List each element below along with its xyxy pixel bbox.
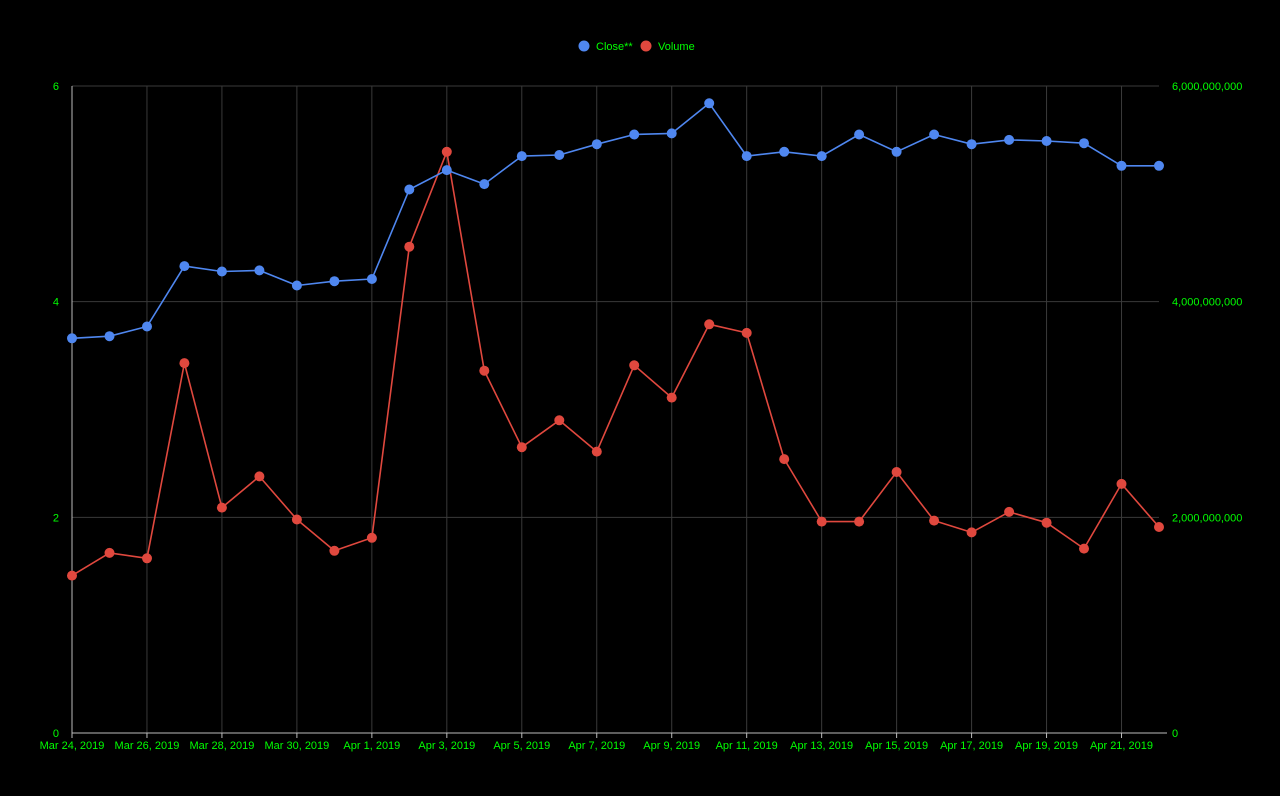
close-data-point <box>1116 160 1127 171</box>
close-data-point <box>704 98 715 109</box>
close-data-point <box>1154 160 1164 171</box>
x-tick-label: Apr 3, 2019 <box>418 740 475 752</box>
volume-data-point <box>479 365 490 376</box>
y-left-tick-label: 6 <box>53 81 59 93</box>
volume-data-point <box>854 516 865 527</box>
volume-data-point <box>329 545 340 556</box>
close-data-point <box>854 129 865 140</box>
volume-data-point <box>929 515 940 526</box>
volume-data-point <box>1004 506 1015 517</box>
series <box>67 98 1164 581</box>
close-data-point <box>554 150 565 160</box>
axes: 0 2 4 6 0 2,000,000,000 4,000,000,000 6,000,000… <box>40 81 1243 752</box>
close-data-point <box>179 261 190 272</box>
close-data-point <box>254 265 265 276</box>
close-data-point <box>404 184 415 195</box>
legend-marker-close <box>578 40 590 52</box>
volume-data-point <box>741 327 752 338</box>
close-data-point <box>741 151 752 162</box>
volume-data-point <box>891 467 902 477</box>
volume-data-point <box>704 319 715 330</box>
y-right-tick-label: 0 <box>1172 728 1178 740</box>
volume-data-point <box>1041 517 1052 528</box>
x-tick-label: Apr 7, 2019 <box>568 740 625 752</box>
y-right-tick-label: 4,000,000,000 <box>1172 297 1242 309</box>
close-data-point <box>366 274 377 284</box>
x-tick-label: Apr 5, 2019 <box>493 740 550 752</box>
legend: Close** Volume <box>578 40 695 53</box>
close-data-point <box>441 165 452 176</box>
close-data-point <box>591 139 602 150</box>
volume-data-point <box>104 547 115 558</box>
legend-marker-volume <box>640 40 652 52</box>
close-data-point <box>891 146 902 157</box>
volume-series-line <box>71 151 1160 577</box>
x-tick-label: Apr 9, 2019 <box>643 740 700 752</box>
close-data-point <box>329 276 340 287</box>
close-data-point <box>291 280 302 291</box>
close-data-point <box>629 129 640 140</box>
x-tick-label: Apr 13, 2019 <box>790 740 853 752</box>
legend-label-volume: Volume <box>658 41 695 53</box>
x-tick-label: Mar 28, 2019 <box>190 740 255 752</box>
close-data-point <box>929 129 940 140</box>
volume-data-point <box>291 514 302 525</box>
close-data-point <box>1079 138 1089 149</box>
close-data-point <box>516 151 527 162</box>
volume-data-point <box>1079 543 1089 554</box>
x-tick-label: Apr 21, 2019 <box>1090 740 1153 752</box>
volume-data-point <box>516 442 527 453</box>
close-data-point <box>966 139 977 150</box>
volume-data-point <box>142 553 152 564</box>
close-data-point <box>816 151 827 162</box>
x-tick-label: Apr 11, 2019 <box>716 740 778 752</box>
x-tick-label: Apr 17, 2019 <box>940 740 1003 752</box>
volume-data-point <box>816 516 827 527</box>
close-data-point <box>1041 136 1052 146</box>
x-tick-label: Mar 26, 2019 <box>115 740 180 752</box>
close-data-point <box>1004 134 1015 145</box>
x-tick-label: Apr 15, 2019 <box>865 740 928 752</box>
close-data-point <box>104 331 115 342</box>
volume-data-point <box>216 502 227 513</box>
close-series-line <box>71 102 1159 340</box>
x-tick-label: Apr 1, 2019 <box>343 740 400 752</box>
y-left-tick-label: 2 <box>53 512 59 524</box>
legend-label-close: Close** <box>596 41 633 53</box>
volume-data-point <box>591 446 602 457</box>
volume-data-point <box>629 360 640 371</box>
close-data-point <box>67 333 77 344</box>
y-right-tick-label: 2,000,000,000 <box>1172 512 1242 524</box>
volume-data-point <box>1154 522 1164 532</box>
close-data-point <box>779 146 790 157</box>
y-right-tick-label: 6,000,000,000 <box>1172 81 1242 93</box>
x-tick-label: Apr 19, 2019 <box>1015 740 1078 752</box>
volume-data-point <box>179 358 190 369</box>
volume-data-point <box>1116 478 1127 489</box>
volume-data-point <box>966 527 977 538</box>
close-data-point <box>666 128 677 139</box>
close-data-point <box>216 266 227 277</box>
volume-data-point <box>441 146 452 157</box>
y-left-tick-label: 4 <box>53 297 59 309</box>
x-tick-label: Mar 24, 2019 <box>40 740 105 752</box>
gridlines <box>72 85 1159 733</box>
close-data-point <box>142 321 152 332</box>
x-tick-label: Mar 30, 2019 <box>264 740 329 752</box>
y-left-tick-label: 0 <box>53 728 59 740</box>
volume-data-point <box>67 570 77 581</box>
close-data-point <box>479 179 490 190</box>
volume-data-point <box>554 415 565 426</box>
volume-data-point <box>666 392 677 403</box>
volume-data-point <box>404 241 415 252</box>
volume-data-point <box>779 454 790 465</box>
volume-data-point <box>366 532 377 543</box>
volume-data-point <box>254 471 265 482</box>
